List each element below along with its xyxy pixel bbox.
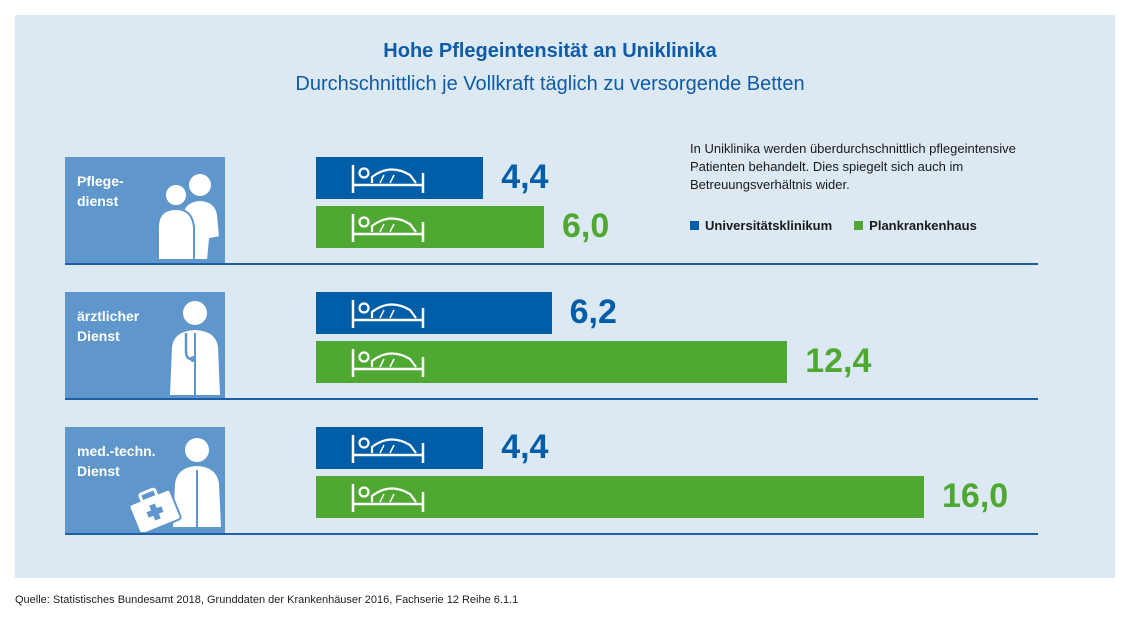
bar-uni-1 <box>316 292 552 334</box>
group-separator <box>65 533 1038 535</box>
chart-subtitle: Durchschnittlich je Vollkraft täglich zu… <box>295 73 805 95</box>
hospital-bed-icon <box>350 433 430 470</box>
chart-title: Hohe Pflegeintensität an Uniklinika <box>383 40 717 62</box>
hospital-bed-icon <box>350 347 430 384</box>
group-box-med-techn-dienst: med.-techn. Dienst <box>65 427 225 534</box>
bar-value-label: 6,2 <box>569 293 617 331</box>
group-box-pflegedienst: Pflege- dienst <box>65 157 225 264</box>
bar-value-label: 4,4 <box>501 428 549 466</box>
bar-value-label: 4,4 <box>501 158 549 196</box>
group-separator <box>65 263 1038 265</box>
source-note: Quelle: Statistisches Bundesamt 2018, Gr… <box>15 594 519 606</box>
group-box-aerztlicher-dienst: ärztlicher Dienst <box>65 292 225 399</box>
bar-plan-0 <box>316 206 544 248</box>
group-label-med-techn-dienst: med.-techn. Dienst <box>77 443 156 479</box>
bar-plan-1 <box>316 341 788 384</box>
group-label-aerztlicher-dienst: ärztlicher Dienst <box>77 308 140 344</box>
bar-value-label: 12,4 <box>805 342 872 380</box>
nurses-icon <box>157 174 222 261</box>
hospital-bed-icon <box>350 163 430 200</box>
doctor-icon <box>170 301 220 395</box>
legend-swatch-uni <box>690 221 699 230</box>
hospital-bed-icon <box>350 298 430 335</box>
legend-item-plan: Plankrankenhaus <box>854 218 977 233</box>
legend-swatch-plan <box>854 221 864 230</box>
bar-value-label: 16,0 <box>942 477 1009 515</box>
technician-icon <box>128 438 221 532</box>
bar-uni-0 <box>316 157 484 200</box>
hospital-bed-icon <box>350 482 430 519</box>
bar-plan-2 <box>316 476 924 518</box>
bar-value-label: 6,0 <box>562 207 610 245</box>
bar-uni-2 <box>316 427 484 470</box>
legend-item-uni: Universitätsklinikum <box>690 218 832 233</box>
legend-label-uni: Universitätsklinikum <box>705 218 833 233</box>
hospital-bed-icon <box>350 212 430 249</box>
explanatory-note: In Uniklinika werden überdurchschnittlic… <box>690 141 1016 192</box>
legend: Universitätsklinikum Plankrankenhaus <box>690 218 977 233</box>
group-separator <box>65 398 1038 400</box>
group-label-pflegedienst: Pflege- dienst <box>77 173 124 209</box>
legend-label-plan: Plankrankenhaus <box>869 218 977 233</box>
